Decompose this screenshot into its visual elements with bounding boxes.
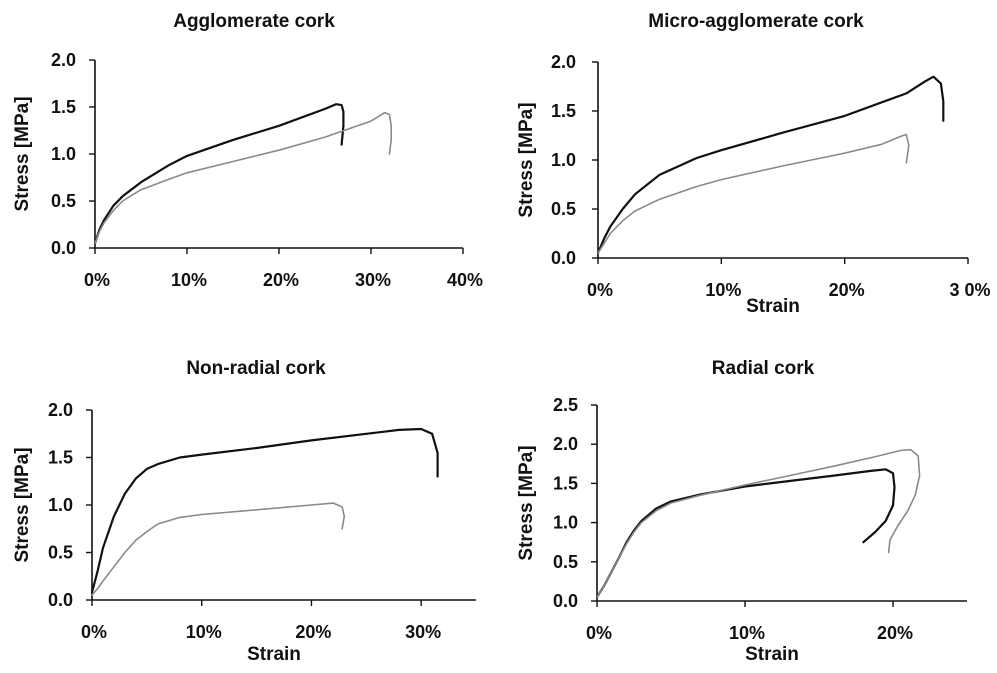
series-line-light bbox=[94, 111, 392, 245]
series-line-light bbox=[596, 448, 921, 598]
y-tick-label: 2.0 bbox=[51, 50, 76, 70]
x-tick-label: 10% bbox=[705, 280, 741, 300]
x-axis-label: Strain bbox=[247, 644, 301, 665]
y-tick-label: 0.5 bbox=[553, 552, 578, 572]
y-tick-label: 2.0 bbox=[553, 434, 578, 454]
series-line-dark bbox=[93, 103, 345, 245]
series-line-dark bbox=[596, 75, 945, 255]
x-tick-label: 10% bbox=[171, 270, 207, 290]
x-tick-label: 20% bbox=[829, 280, 865, 300]
y-tick-label: 1.0 bbox=[551, 150, 576, 170]
series-line-light bbox=[91, 502, 346, 597]
y-tick-label: 0.5 bbox=[48, 543, 73, 563]
x-axis-label: Strain bbox=[745, 644, 799, 665]
y-tick-label: 0.5 bbox=[51, 191, 76, 211]
y-tick-label: 0.0 bbox=[48, 590, 73, 610]
x-tick-label: 20% bbox=[263, 270, 299, 290]
y-axis-label: Stress [MPa] bbox=[12, 447, 33, 562]
panel-4: Radial cork 0.0 0.5 1.0 1.5 2.0 2.5 0% 10% 20% Str… bbox=[516, 358, 967, 665]
series-line-dark bbox=[90, 427, 439, 594]
y-tick-label: 1.5 bbox=[551, 101, 576, 121]
x-tick-label: 30% bbox=[355, 270, 391, 290]
x-tick-label: 10% bbox=[186, 622, 222, 642]
x-tick-label: 0% bbox=[84, 270, 110, 290]
y-tick-label: 0.5 bbox=[551, 199, 576, 219]
chart-title: Non-radial cork bbox=[186, 358, 326, 379]
x-tick-label: 20% bbox=[877, 623, 913, 643]
panel-3: Non-radial cork 0.0 0.5 1.0 1.5 2.0 0% 10% 20% 30… bbox=[12, 358, 476, 665]
y-tick-label: 1.0 bbox=[51, 144, 76, 164]
y-tick-label: 1.0 bbox=[48, 495, 73, 515]
y-tick-label: 1.5 bbox=[51, 97, 76, 117]
series-line-dark bbox=[595, 468, 896, 599]
x-tick-label: 0% bbox=[81, 622, 107, 642]
x-tick-label: 3 0% bbox=[949, 280, 990, 300]
y-tick-label: 2.0 bbox=[48, 400, 73, 420]
x-tick-label: 30% bbox=[405, 622, 441, 642]
chart-title: Micro-agglomerate cork bbox=[648, 11, 864, 32]
x-tick-label: 20% bbox=[295, 622, 331, 642]
y-axis-label: Stress [MPa] bbox=[516, 445, 537, 560]
x-axis-label: Strain bbox=[746, 296, 800, 317]
y-tick-label: 0.0 bbox=[551, 248, 576, 268]
y-tick-label: 1.5 bbox=[48, 448, 73, 468]
y-tick-label: 0.0 bbox=[553, 591, 578, 611]
chart-title: Radial cork bbox=[712, 358, 815, 379]
y-axis-label: Stress [MPa] bbox=[516, 102, 537, 217]
x-tick-label: 0% bbox=[586, 623, 612, 643]
y-axis-label: Stress [MPa] bbox=[12, 96, 33, 211]
panel-1: Agglomerate cork 0.0 0.5 1.0 1.5 2.0 0% 10% 20% 3… bbox=[12, 11, 483, 290]
chart-title: Agglomerate cork bbox=[173, 11, 335, 32]
y-tick-label: 0.0 bbox=[51, 238, 76, 258]
y-tick-label: 2.5 bbox=[553, 395, 578, 415]
x-tick-label: 40% bbox=[447, 270, 483, 290]
y-tick-label: 2.0 bbox=[551, 52, 576, 72]
x-tick-label: 0% bbox=[587, 280, 613, 300]
panel-2: Micro-agglomerate cork 0.0 0.5 1.0 1.5 2.0 0% 1… bbox=[516, 11, 991, 317]
x-tick-label: 10% bbox=[729, 623, 765, 643]
y-tick-label: 1.5 bbox=[553, 473, 578, 493]
series-line-light bbox=[597, 133, 910, 254]
y-tick-label: 1.0 bbox=[553, 513, 578, 533]
